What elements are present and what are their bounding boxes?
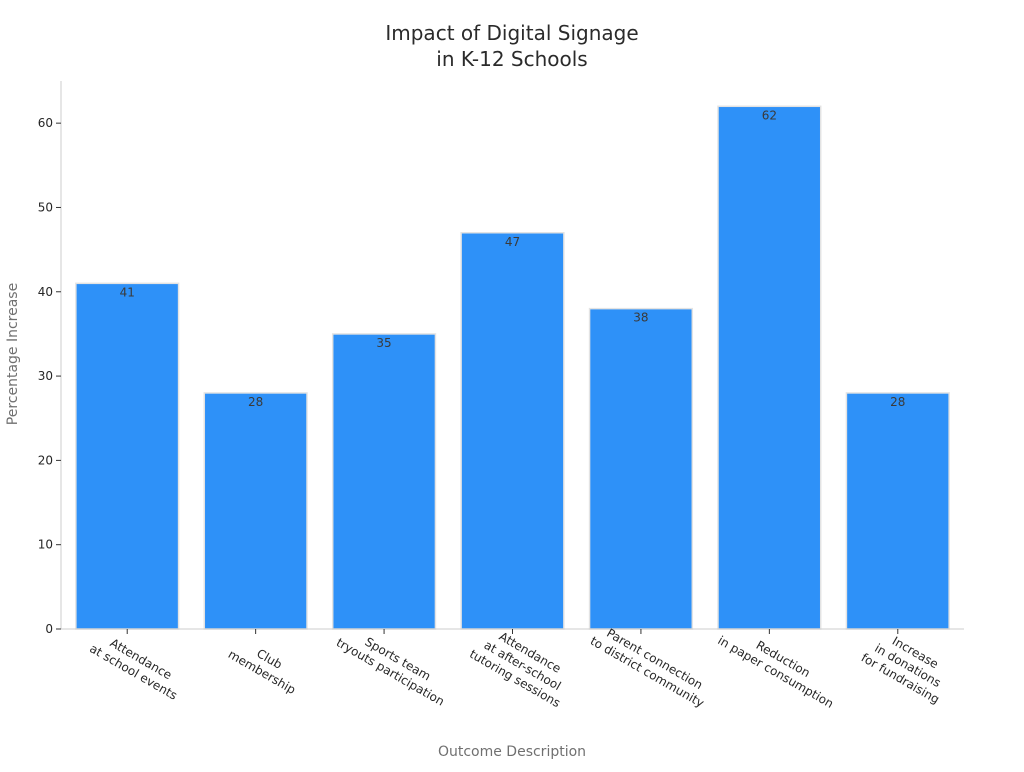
bar bbox=[203, 392, 308, 630]
chart-title-line: Impact of Digital Signage bbox=[385, 21, 638, 45]
x-tick-label: Attendanceat school events bbox=[87, 628, 187, 702]
y-tick-label: 20 bbox=[38, 453, 53, 467]
bar-value-label: 47 bbox=[505, 235, 520, 249]
bar bbox=[75, 282, 180, 630]
y-axis-label: Percentage Increase bbox=[5, 283, 21, 425]
bar-value-label: 28 bbox=[890, 395, 905, 409]
chart-title-line: in K-12 Schools bbox=[436, 47, 587, 71]
x-tick-label: Sports teamtryouts participation bbox=[334, 622, 454, 708]
x-tick-label: Increasein donationsfor fundraising bbox=[859, 625, 957, 707]
bar-value-label: 38 bbox=[633, 311, 648, 325]
x-axis: Attendanceat school events Clubmembership… bbox=[61, 620, 964, 711]
bar bbox=[845, 392, 950, 630]
x-tick-label: Parent connectionto district community bbox=[588, 621, 714, 711]
bar bbox=[588, 307, 694, 630]
x-tick-label: Reductionin paper consumption bbox=[715, 620, 843, 711]
x-axis-label: Outcome Description bbox=[438, 744, 586, 760]
y-tick-label: 40 bbox=[38, 285, 53, 299]
chart-title: Impact of Digital Signage in K-12 Schools bbox=[385, 21, 638, 71]
bar bbox=[717, 105, 822, 630]
y-tick-label: 50 bbox=[38, 200, 53, 214]
bars-group: 41 28 35 47 38 62 28 bbox=[75, 105, 950, 630]
bar bbox=[460, 232, 565, 630]
bar-value-label: 62 bbox=[762, 108, 777, 122]
y-axis: 0 10 20 30 40 50 60 bbox=[38, 81, 62, 636]
y-tick-label: 0 bbox=[45, 622, 53, 636]
y-tick-label: 10 bbox=[38, 538, 53, 552]
y-tick-label: 60 bbox=[38, 116, 53, 130]
x-tick-label: Attendanceat after-schooltutoring sessio… bbox=[467, 621, 578, 710]
x-tick-label-line: in paper consumption bbox=[715, 633, 836, 711]
bar-value-label: 41 bbox=[120, 285, 135, 299]
bar bbox=[331, 333, 437, 630]
bar-value-label: 35 bbox=[376, 336, 391, 350]
y-tick-label: 30 bbox=[38, 369, 53, 383]
bar-value-label: 28 bbox=[248, 395, 263, 409]
x-tick-label: Clubmembership bbox=[226, 634, 306, 697]
